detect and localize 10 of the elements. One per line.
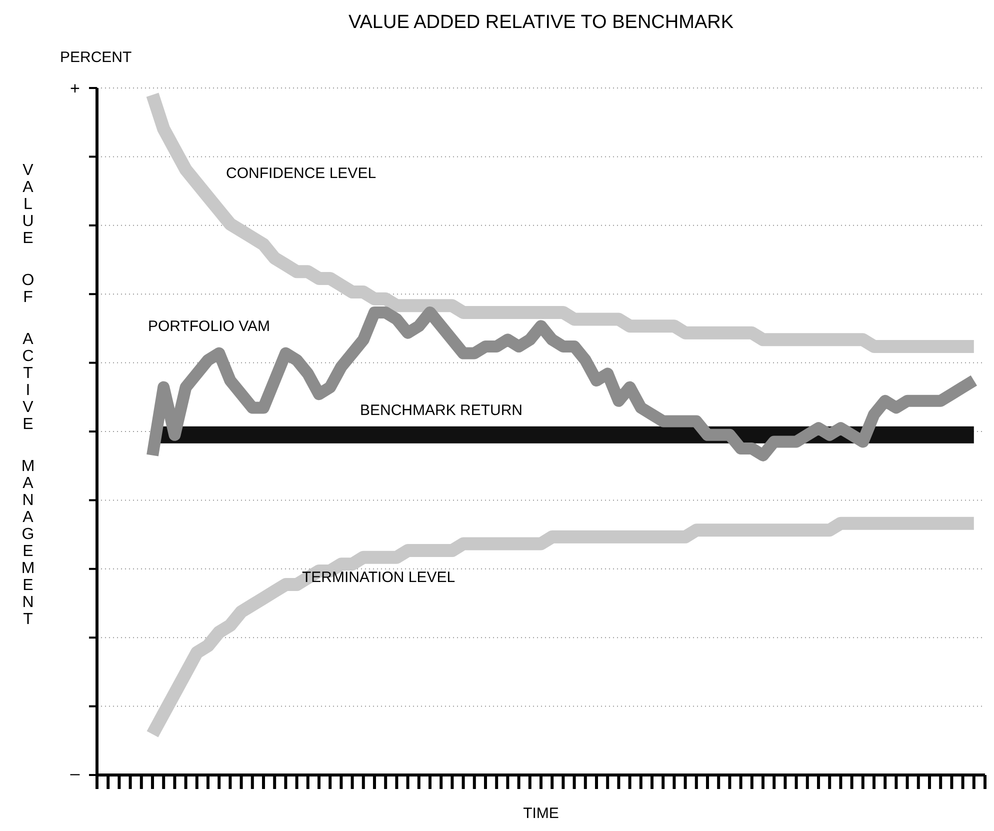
x-axis-title: TIME — [523, 805, 559, 822]
text: + — [70, 79, 80, 98]
text: PERCENT — [60, 49, 132, 66]
series-label: BENCHMARK RETURN — [360, 402, 523, 419]
text: – — [70, 764, 80, 783]
text: VALUE OF ACTIVE MANAGEMENT — [21, 162, 35, 628]
series-label: CONFIDENCE LEVEL — [226, 165, 376, 182]
chart-title: VALUE ADDED RELATIVE TO BENCHMARK — [348, 12, 734, 33]
series-label: TERMINATION LEVEL — [302, 569, 456, 586]
series-label: PORTFOLIO VAM — [148, 318, 270, 335]
